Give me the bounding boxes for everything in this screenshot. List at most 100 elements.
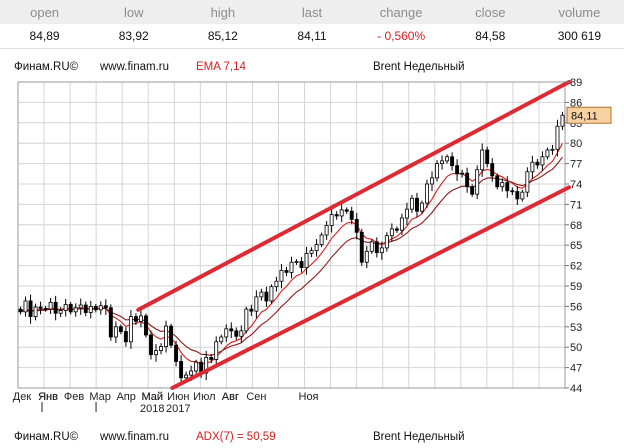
candle-body — [33, 306, 38, 318]
candle — [179, 355, 184, 385]
candle-body — [384, 235, 389, 249]
y-tick-label: 62 — [570, 261, 582, 273]
candle-body — [334, 214, 339, 217]
candle-body — [209, 356, 214, 360]
candle — [83, 301, 88, 317]
candle-body — [490, 163, 495, 177]
candle-body — [259, 291, 264, 298]
candle-body — [470, 186, 475, 195]
chart-indicator-label: EMA 7,14 — [196, 61, 246, 73]
y-tick-label: 65 — [570, 240, 582, 252]
candle-body — [83, 304, 88, 313]
candle-body — [264, 291, 269, 302]
candle — [329, 208, 334, 233]
candle-body — [435, 163, 439, 179]
candle — [379, 241, 384, 260]
candle — [259, 288, 264, 301]
y-tick-label: 50 — [570, 342, 582, 354]
chart-header: Финам.RU© www.finam.ru EMA 7,14 Brent Не… — [0, 60, 624, 76]
candle-body — [329, 214, 334, 226]
quote-value-high: 85,12 — [178, 24, 268, 49]
candle-body — [379, 247, 384, 254]
x-tick-label: Сен — [246, 391, 266, 403]
candle — [389, 223, 394, 242]
candle-body — [394, 228, 399, 231]
candle — [420, 200, 424, 214]
candle — [48, 297, 53, 314]
candle-body — [133, 316, 138, 322]
candle — [339, 204, 344, 222]
x-tick-label: Янв — [38, 391, 58, 403]
candle — [404, 202, 409, 226]
y-tick-label: 44 — [570, 383, 582, 395]
candle-body — [78, 304, 83, 309]
candle — [550, 144, 555, 155]
chart-site-link[interactable]: www.finam.ru — [100, 61, 170, 73]
y-tick-label: 56 — [570, 301, 582, 313]
candle-body — [88, 305, 93, 313]
candle-body — [23, 300, 28, 313]
candle-body — [144, 315, 148, 336]
candle-body — [510, 190, 515, 193]
candle-body — [465, 172, 470, 188]
candle — [149, 330, 153, 360]
candle-body — [48, 301, 53, 310]
candle — [490, 158, 495, 182]
candle — [164, 320, 168, 353]
candle-body — [525, 171, 530, 193]
y-tick-label: 86 — [570, 97, 582, 109]
quote-header-change: change — [356, 0, 446, 24]
candle — [415, 192, 419, 218]
candle — [560, 111, 565, 130]
candle-body — [249, 308, 254, 312]
candle — [269, 284, 274, 304]
candle-body — [28, 300, 33, 318]
y-tick-label: 71 — [570, 199, 582, 211]
candle-body — [294, 261, 299, 263]
year-label: 2018 — [140, 403, 164, 415]
x-tick-label: Ноя — [299, 391, 319, 403]
candle-body — [214, 341, 219, 360]
candle — [374, 237, 379, 258]
candle-body — [485, 149, 490, 165]
candle — [23, 296, 28, 317]
quote-value-volume: 300 619 — [534, 24, 624, 49]
candle-body — [93, 305, 98, 311]
candle — [98, 301, 103, 315]
candle-body — [224, 328, 229, 338]
y-tick-label: 89 — [570, 78, 582, 89]
candle — [409, 194, 414, 213]
candle-body — [500, 182, 505, 188]
candle-body — [128, 316, 133, 343]
candle — [284, 266, 289, 277]
candle-body — [535, 161, 540, 166]
candle — [88, 300, 93, 319]
candle — [264, 286, 269, 307]
candle-body — [189, 370, 194, 376]
quote-value-open: 84,89 — [0, 24, 90, 49]
quote-value-close: 84,58 — [445, 24, 535, 49]
candle-body — [560, 114, 565, 127]
candle — [53, 295, 58, 321]
candle — [344, 207, 349, 214]
plot-frame — [17, 81, 566, 389]
footer-site-link[interactable]: www.finam.ru — [100, 431, 170, 443]
candle — [113, 321, 118, 343]
candle — [425, 179, 429, 208]
candle — [435, 160, 439, 182]
ema-fast-line — [20, 143, 563, 365]
candle — [525, 167, 530, 198]
candle — [299, 257, 304, 273]
candle — [249, 304, 254, 317]
candle-body — [475, 169, 480, 195]
candle — [334, 211, 339, 220]
candle — [515, 186, 520, 205]
candle-body — [58, 310, 63, 314]
candle — [133, 313, 138, 326]
candle-body — [540, 156, 545, 166]
candle-body — [103, 305, 108, 309]
x-tick-label: Авг — [222, 391, 239, 403]
candle-body — [409, 197, 414, 210]
candle — [18, 306, 23, 315]
quote-header-last: last — [267, 0, 357, 24]
